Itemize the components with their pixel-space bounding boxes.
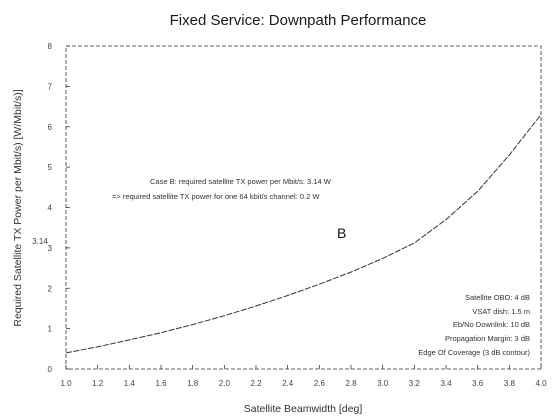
annotation-case-b-line1: Case B: required satellite TX power per …: [150, 177, 332, 186]
y-tick-label: 5: [48, 163, 53, 172]
param-vsat-dish: VSAT dish: 1.5 m: [472, 307, 530, 316]
y-tick-label: 6: [48, 123, 53, 132]
x-axis-ticks: 1.0 1.2 1.4 1.6 1.8 2.0 2.2 2.4 2.6 2.8 3.0 3.2 3.4 3…: [60, 365, 547, 388]
parameters-box: Satellite OBO: 4 dB VSAT dish: 1.5 m Eb/…: [418, 293, 530, 357]
param-propagation-margin: Propagation Margin: 3 dB: [445, 334, 530, 343]
x-tick-label: 1.6: [155, 379, 167, 388]
x-axis-label: Satellite Beamwidth [deg]: [244, 403, 363, 415]
series-b-line: [65, 114, 542, 354]
x-tick-label: 2.4: [282, 379, 294, 388]
y-tick-label: 0: [48, 365, 53, 374]
x-tick-label: 3.2: [409, 379, 421, 388]
y-axis-label: Required Satellite TX Power per Mbit/s) …: [12, 89, 24, 326]
x-tick-label: 3.4: [440, 379, 452, 388]
x-tick-label: 4.0: [535, 379, 547, 388]
curve-label-b: B: [337, 225, 346, 241]
y-marker-label: 3.14: [32, 237, 48, 246]
x-tick-label: 1.4: [124, 379, 136, 388]
y-axis-ticks: 0 1 2 3 4 5 6 7 8: [48, 42, 70, 374]
annotation-case-b-line2: => required satellite TX power for one 6…: [112, 192, 320, 201]
x-tick-label: 3.8: [504, 379, 516, 388]
x-tick-label: 3.0: [377, 379, 389, 388]
y-tick-label: 2: [48, 284, 53, 293]
y-tick-label: 7: [48, 82, 53, 91]
x-tick-label: 1.2: [92, 379, 104, 388]
param-satellite-obo: Satellite OBO: 4 dB: [465, 293, 530, 302]
param-ebno-downlink: Eb/No Downlink: 10 dB: [453, 320, 530, 329]
x-tick-label: 2.6: [314, 379, 326, 388]
y-tick-label: 4: [48, 204, 53, 213]
y-tick-label: 8: [48, 42, 53, 51]
y-tick-label: 1: [48, 325, 53, 334]
x-tick-label: 1.0: [60, 379, 72, 388]
param-edge-of-coverage: Edge Of Coverage (3 dB contour): [418, 348, 530, 357]
chart-title: Fixed Service: Downpath Performance: [170, 12, 427, 29]
x-tick-label: 3.6: [472, 379, 484, 388]
x-tick-label: 1.8: [187, 379, 199, 388]
x-tick-label: 2.0: [219, 379, 231, 388]
x-tick-label: 2.8: [345, 379, 357, 388]
x-tick-label: 2.2: [250, 379, 262, 388]
y-tick-label: 3: [48, 244, 53, 253]
